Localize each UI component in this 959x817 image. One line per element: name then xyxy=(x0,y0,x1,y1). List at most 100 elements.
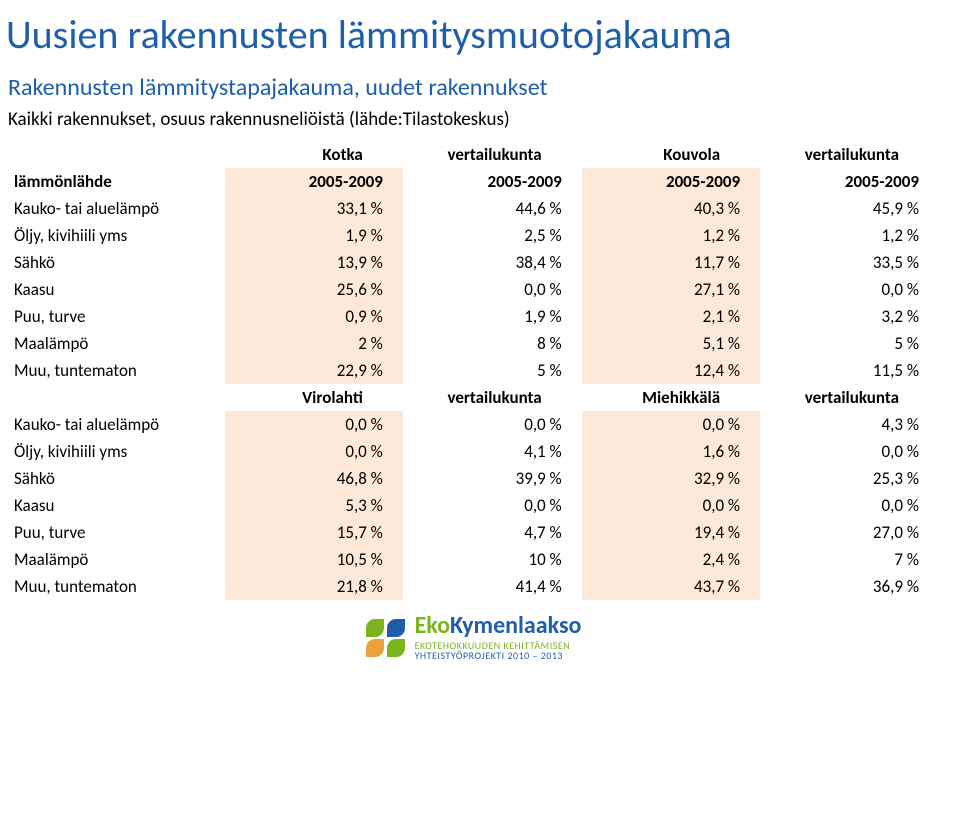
footer-logo: EkoKymenlaakso EKOTEHOKKUUDEN KEHITTÄMIS… xyxy=(8,614,939,661)
cell: 2,5 % xyxy=(403,222,582,249)
cell: 40,3 % xyxy=(582,195,760,222)
table1-h4: vertailukunta xyxy=(760,141,939,168)
cell: 10 % xyxy=(403,546,582,573)
logo-name-part2: Kymenlaakso xyxy=(450,611,581,640)
cell: 1,9 % xyxy=(225,222,403,249)
cell: 43,7 % xyxy=(582,573,760,600)
cell: 0,0 % xyxy=(403,492,582,519)
table-row: Puu, turve0,9 %1,9 %2,1 %3,2 % xyxy=(8,303,939,330)
table-row: Maalämpö2 %8 %5,1 %5 % xyxy=(8,330,939,357)
cell: 32,9 % xyxy=(582,465,760,492)
cell: 0,0 % xyxy=(403,276,582,303)
cell: Öljy, kivihiili yms xyxy=(8,438,225,465)
cell: 4,1 % xyxy=(403,438,582,465)
cell: Sähkö xyxy=(8,465,225,492)
table1-h2: vertailukunta xyxy=(403,141,582,168)
cell: 0,0 % xyxy=(760,492,939,519)
table-row: Muu, tuntematon22,9 %5 %12,4 %11,5 % xyxy=(8,357,939,384)
table-row: Kauko- tai aluelämpö0,0 %0,0 %0,0 %4,3 % xyxy=(8,411,939,438)
cell: 0,9 % xyxy=(225,303,403,330)
cell: 1,2 % xyxy=(760,222,939,249)
table1-years-row: lämmönlähde 2005-2009 2005-2009 2005-200… xyxy=(8,168,939,195)
cell: 33,1 % xyxy=(225,195,403,222)
page-title: Uusien rakennusten lämmitysmuotojakauma xyxy=(6,10,939,59)
cell: 15,7 % xyxy=(225,519,403,546)
cell: Kauko- tai aluelämpö xyxy=(8,195,225,222)
cell: 0,0 % xyxy=(403,411,582,438)
cell: 11,5 % xyxy=(760,357,939,384)
cell: Kaasu xyxy=(8,276,225,303)
cell: 44,6 % xyxy=(403,195,582,222)
cell: 45,9 % xyxy=(760,195,939,222)
cell: 5,3 % xyxy=(225,492,403,519)
table-row: Öljy, kivihiili yms1,9 %2,5 %1,2 %1,2 % xyxy=(8,222,939,249)
cell: 41,4 % xyxy=(403,573,582,600)
cell: 27,0 % xyxy=(760,519,939,546)
table-row: Öljy, kivihiili yms0,0 %4,1 %1,6 %0,0 % xyxy=(8,438,939,465)
cell: 4,7 % xyxy=(403,519,582,546)
cell: 27,1 % xyxy=(582,276,760,303)
cell: 8 % xyxy=(403,330,582,357)
cell: 0,0 % xyxy=(582,411,760,438)
logo-name-part1: Eko xyxy=(415,611,450,640)
table2-h2: vertailukunta xyxy=(403,384,582,411)
cell: 1,9 % xyxy=(403,303,582,330)
cell: 1,6 % xyxy=(582,438,760,465)
years-label: lämmönlähde xyxy=(8,168,225,195)
cell: 36,9 % xyxy=(760,573,939,600)
years-1: 2005-2009 xyxy=(225,168,403,195)
cell: 1,2 % xyxy=(582,222,760,249)
subtitle: Rakennusten lämmitystapajakauma, uudet r… xyxy=(8,73,939,102)
table2-h4: vertailukunta xyxy=(760,384,939,411)
cell: Sähkö xyxy=(8,249,225,276)
cell: 3,2 % xyxy=(760,303,939,330)
cell: 39,9 % xyxy=(403,465,582,492)
table-row: Kaasu5,3 %0,0 %0,0 %0,0 % xyxy=(8,492,939,519)
logo-text: EkoKymenlaakso EKOTEHOKKUUDEN KEHITTÄMIS… xyxy=(415,614,582,661)
table1-header-row: Kotka vertailukunta Kouvola vertailukunt… xyxy=(8,141,939,168)
leaf-icon xyxy=(366,619,405,657)
logo: EkoKymenlaakso EKOTEHOKKUUDEN KEHITTÄMIS… xyxy=(366,614,582,661)
table-row: Sähkö13,9 %38,4 %11,7 %33,5 % xyxy=(8,249,939,276)
cell: 10,5 % xyxy=(225,546,403,573)
table-row: Puu, turve15,7 %4,7 %19,4 %27,0 % xyxy=(8,519,939,546)
cell: 19,4 % xyxy=(582,519,760,546)
cell: Kaasu xyxy=(8,492,225,519)
cell: 5,1 % xyxy=(582,330,760,357)
caption: Kaikki rakennukset, osuus rakennusneliöi… xyxy=(8,108,939,131)
cell: 0,0 % xyxy=(582,492,760,519)
cell: 25,3 % xyxy=(760,465,939,492)
logo-tagline-2: YHTEISTYÖPROJEKTI 2010 – 2013 xyxy=(415,651,582,661)
table-row: Kauko- tai aluelämpö33,1 %44,6 %40,3 %45… xyxy=(8,195,939,222)
table1-h0 xyxy=(8,141,225,168)
table-row: Kaasu25,6 %0,0 %27,1 %0,0 % xyxy=(8,276,939,303)
cell: Muu, tuntematon xyxy=(8,357,225,384)
cell: Muu, tuntematon xyxy=(8,573,225,600)
cell: 25,6 % xyxy=(225,276,403,303)
cell: 7 % xyxy=(760,546,939,573)
table-row: Muu, tuntematon21,8 %41,4 %43,7 %36,9 % xyxy=(8,573,939,600)
cell: 0,0 % xyxy=(225,411,403,438)
cell: 11,7 % xyxy=(582,249,760,276)
cell: Kauko- tai aluelämpö xyxy=(8,411,225,438)
cell: 2 % xyxy=(225,330,403,357)
table2-h3: Miehikkälä xyxy=(582,384,760,411)
cell: 12,4 % xyxy=(582,357,760,384)
cell: 2,1 % xyxy=(582,303,760,330)
cell: Öljy, kivihiili yms xyxy=(8,222,225,249)
cell: 0,0 % xyxy=(225,438,403,465)
cell: 4,3 % xyxy=(760,411,939,438)
cell: 38,4 % xyxy=(403,249,582,276)
heating-table: Kotka vertailukunta Kouvola vertailukunt… xyxy=(8,141,939,600)
table-row: Sähkö46,8 %39,9 %32,9 %25,3 % xyxy=(8,465,939,492)
cell: 46,8 % xyxy=(225,465,403,492)
table-row: Maalämpö10,5 %10 %2,4 %7 % xyxy=(8,546,939,573)
cell: Maalämpö xyxy=(8,330,225,357)
years-4: 2005-2009 xyxy=(760,168,939,195)
years-3: 2005-2009 xyxy=(582,168,760,195)
cell: 21,8 % xyxy=(225,573,403,600)
cell: Puu, turve xyxy=(8,519,225,546)
cell: 22,9 % xyxy=(225,357,403,384)
cell: Puu, turve xyxy=(8,303,225,330)
cell: 0,0 % xyxy=(760,276,939,303)
